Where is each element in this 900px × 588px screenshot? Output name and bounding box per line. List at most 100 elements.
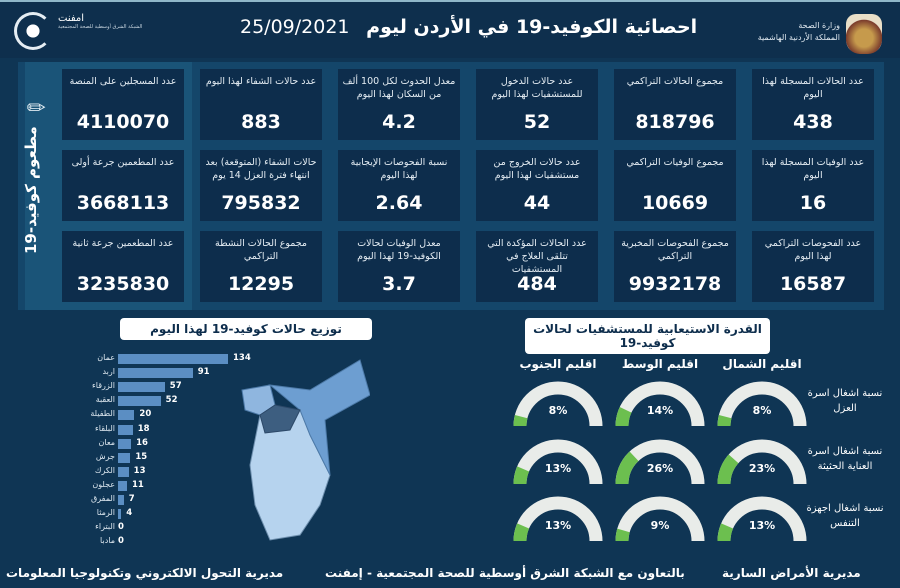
gauge: 8%	[512, 378, 604, 428]
capacity-row-label: نسبة اشغال اجهزة التنفس	[806, 503, 884, 529]
gauge: 13%	[512, 436, 604, 486]
stat-value: 52	[523, 111, 551, 133]
gauge-fill	[717, 439, 807, 485]
bar-row: معان 16	[0, 437, 260, 451]
bar-label: العقبة	[95, 395, 115, 405]
bar-label: اربد	[102, 367, 115, 377]
stat-card: معدل الحدوث لكل 100 ألف من السكان لهذا ا…	[338, 69, 460, 140]
region-header: اقليم الجنوب	[519, 357, 597, 371]
bar-row: اربد 91	[0, 366, 260, 380]
bar-row: عجلون 11	[0, 479, 260, 493]
bar-row: مادبا 0	[0, 535, 260, 549]
gauge-arc	[615, 381, 705, 427]
gauge: 13%	[716, 493, 808, 543]
stat-label: معدل الحدوث لكل 100 ألف من السكان لهذا ا…	[342, 76, 456, 100]
title-date: 25/09/2021	[240, 16, 350, 38]
stat-label: عدد الحالات المسجلة لهذا اليوم	[762, 76, 864, 100]
bar	[118, 452, 131, 463]
stat-value: 484	[517, 273, 557, 295]
stat-card: عدد المسجلين على المنصة 4110070	[62, 69, 184, 140]
gauge: 8%	[716, 378, 808, 428]
ministry-name: وزارة الصحة المملكة الأردنية الهاشمية	[758, 20, 840, 44]
stats-grid: عدد الحالات المسجلة لهذا اليوم 438 مجموع ا…	[62, 69, 874, 302]
stat-value: 3.7	[382, 273, 416, 295]
gauge-arc	[513, 439, 603, 485]
bar-label: البتراء	[95, 522, 115, 532]
stat-value: 9932178	[628, 273, 722, 295]
stat-label: مجموع الفحوصات المخبرية التراكمي	[621, 238, 729, 262]
stat-value: 12295	[227, 273, 295, 295]
gauge-arc	[615, 439, 705, 485]
gauge-fill	[615, 439, 705, 485]
bar-label: البلقاء	[95, 423, 115, 433]
footer-right: مديرية الأمراض السارية	[722, 566, 861, 580]
emphnet-logo	[14, 12, 52, 50]
stat-value: 4110070	[76, 111, 170, 133]
gauge-value: 8%	[548, 404, 568, 417]
bar	[118, 424, 133, 435]
capacity-row-label: نسبة اشغال اسرة العناية الحثيثة	[807, 446, 883, 472]
map-region-amman	[259, 404, 301, 434]
bar-value: 13	[133, 465, 146, 476]
bar-value: 0	[118, 536, 124, 547]
distribution-title: توزيع حالات كوفيد-19 لهذا اليوم	[120, 318, 372, 340]
gauge-value: 14%	[646, 404, 674, 417]
region-header: اقليم الشمال	[722, 357, 802, 371]
bar-value: 7	[128, 494, 135, 504]
bar	[118, 354, 228, 364]
stat-label: عدد الفحوصات التراكمي لهذا اليوم	[764, 238, 862, 262]
ministry-line1: وزارة الصحة	[798, 21, 840, 30]
stat-value: 3235830	[76, 273, 170, 295]
stat-value: 795832	[221, 192, 301, 214]
gauge-value: 9%	[650, 519, 670, 532]
stat-card: نسبة الفحوصات الإيجابية لهذا اليوم 2.64	[338, 150, 460, 221]
gauge: 9%	[614, 493, 706, 543]
gauge-arc	[717, 496, 807, 542]
stat-value: 4.2	[382, 111, 416, 133]
gauge-arc	[513, 496, 603, 542]
stat-card: عدد الوفيات المسجلة لهذا اليوم 16	[752, 150, 874, 221]
bar	[118, 396, 161, 407]
bar-value: 52	[165, 395, 178, 406]
stat-value: 438	[793, 111, 833, 133]
stat-label: مجموع الوفيات التراكمي	[626, 157, 724, 168]
stat-label: نسبة الفحوصات الإيجابية لهذا اليوم	[350, 157, 448, 181]
stat-card: مجموع الحالات التراكمي 818796	[614, 69, 736, 140]
stat-card: عدد حالات الدخول للمستشفيات لهذا اليوم 52	[476, 69, 598, 140]
bar	[118, 495, 124, 505]
gauge: 23%	[716, 436, 808, 486]
map-region-east	[268, 359, 370, 476]
jordan-map	[241, 359, 370, 541]
stat-value: 883	[241, 111, 281, 133]
stat-label: مجموع الحالات النشطة التراكمي	[214, 238, 307, 262]
stat-card: مجموع الوفيات التراكمي 10669	[614, 150, 736, 221]
bar-label: عجلون	[92, 479, 115, 489]
capacity-title: القدرة الاستيعابية للمستشفيات لحالات كوف…	[525, 318, 770, 354]
bar-value: 18	[137, 423, 150, 434]
region-header: اقليم الوسط	[621, 357, 699, 371]
gauge: 14%	[614, 378, 706, 428]
bar	[118, 382, 165, 393]
bar-label: مادبا	[100, 536, 115, 546]
bar-row: عمان 134	[0, 352, 260, 366]
stat-value: 16	[799, 192, 827, 214]
bar-label: عمان	[97, 353, 115, 362]
bar-label: معان	[98, 437, 115, 447]
bar-value: 4	[126, 508, 133, 519]
bar-row: البتراء 0	[0, 521, 260, 535]
bar-row: الزرقاء 57	[0, 380, 260, 394]
bar-value: 134	[233, 353, 251, 363]
bar-value: 15	[135, 451, 148, 462]
stat-label: عدد حالات الشفاء لهذا اليوم	[205, 76, 317, 87]
gauge-value: 13%	[544, 519, 572, 532]
gauge-value: 13%	[544, 462, 572, 475]
stat-label: حالات الشفاء (المتوقعة) بعد انتهاء فترة …	[205, 157, 317, 181]
gauge: 13%	[512, 493, 604, 543]
bar-value: 57	[169, 381, 182, 392]
bar-value: 91	[197, 367, 210, 378]
partner-logo-text: امفنت الشبكة الشرق أوسطية للصحة المجتمعية	[58, 14, 142, 31]
bar-label: جرش	[95, 451, 115, 461]
jordan-crest-icon	[846, 14, 882, 54]
bar-row: الكرك 13	[0, 465, 260, 479]
vaccine-label: مطعوم كوفيد-19	[22, 126, 40, 254]
